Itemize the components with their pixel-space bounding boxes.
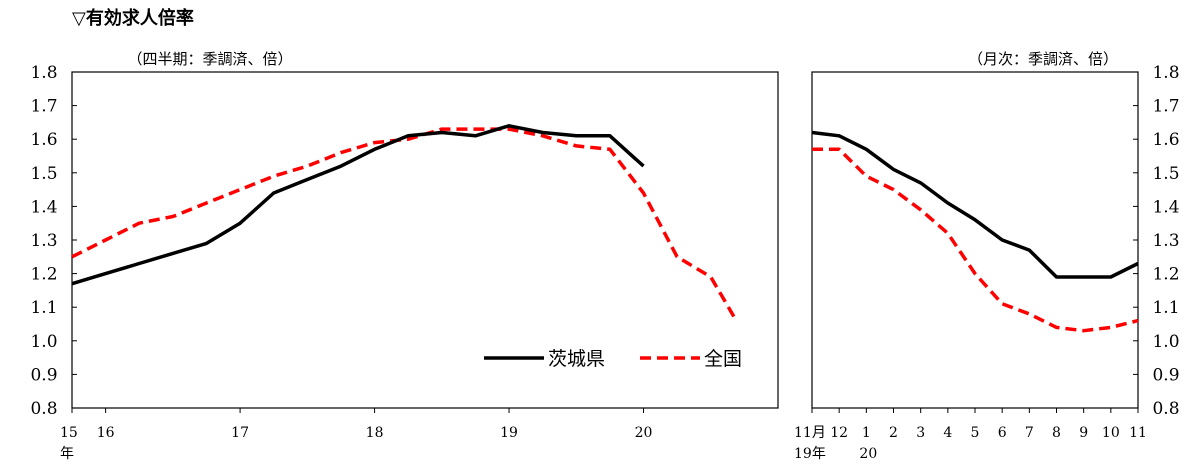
x-tick-sublabel: 年 [60,446,74,462]
x-tick-label: 1 [862,425,871,441]
x-tick-label: 9 [1079,425,1088,441]
series-line-national [71,127,736,319]
y-tick-label: 1.5 [1152,164,1179,184]
x-tick-label: 6 [998,425,1007,441]
y-tick-label: 0.9 [30,365,57,385]
x-tick-label: 2 [889,425,898,441]
x-tick-label: 16 [97,425,115,441]
x-tick-label: 11月 [794,425,826,441]
y-tick-label: 1.1 [1152,298,1179,318]
y-tick-label: 1.8 [30,63,57,83]
x-tick-label: 7 [1025,425,1034,441]
legend-label: 茨城県 [548,348,605,370]
x-tick-label: 19 [500,425,518,441]
y-tick-label: 0.8 [1152,399,1179,419]
chart-title: ▽有効求人倍率 [72,8,194,29]
y-tick-label: 1.6 [1152,130,1179,150]
x-tick-label: 17 [231,425,249,441]
y-tick-label: 1.0 [1152,332,1179,352]
plot-frame [811,71,1139,409]
y-tick-label: 0.9 [1152,365,1179,385]
y-tick-label: 1.7 [1152,97,1179,117]
x-tick-label: 18 [366,425,384,441]
x-tick-label: 4 [943,425,952,441]
series-line-ibaraki [811,130,1139,279]
x-tick-label: 15 [60,425,78,441]
y-tick-label: 1.1 [30,298,57,318]
y-tick-label: 0.8 [30,399,57,419]
plot-frame [71,71,779,409]
y-tick-label: 1.5 [30,164,57,184]
x-tick-label: 8 [1052,425,1061,441]
legend-label: 全国 [704,348,742,370]
y-tick-label: 1.6 [30,130,57,150]
y-tick-label: 1.2 [30,265,57,285]
x-tick-sublabel: 19年 [794,446,826,462]
series-line-ibaraki [71,124,645,286]
y-tick-label: 1.7 [30,97,57,117]
unit-label: （四半期：季調済、倍） [127,50,292,68]
x-tick-label: 12 [830,425,848,441]
y-tick-label: 1.2 [1152,265,1179,285]
unit-label: （月次：季調済、倍） [968,50,1118,68]
y-tick-label: 1.3 [1152,231,1179,251]
x-tick-label: 20 [635,425,653,441]
y-tick-label: 1.0 [30,332,57,352]
x-tick-label: 11 [1129,425,1147,441]
y-tick-label: 1.4 [1152,197,1179,217]
y-tick-label: 1.8 [1152,63,1179,83]
y-tick-label: 1.4 [30,197,57,217]
x-tick-label: 10 [1102,425,1120,441]
series-line-national [812,147,1139,333]
x-tick-label: 5 [971,425,980,441]
x-tick-sublabel: 20 [859,446,877,462]
y-tick-label: 1.3 [30,231,57,251]
x-tick-label: 3 [916,425,925,441]
